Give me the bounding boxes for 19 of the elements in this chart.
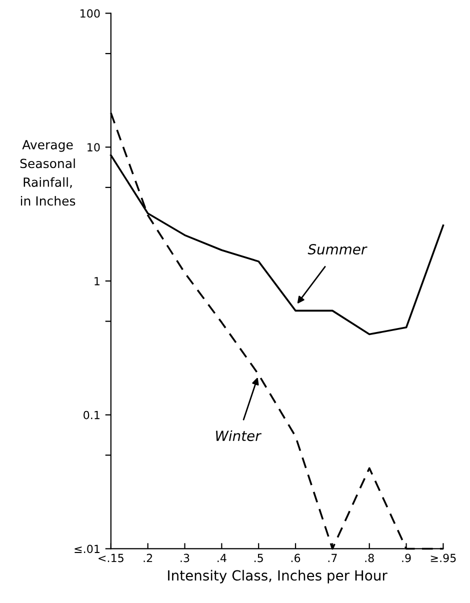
x-tick-label: .2 xyxy=(144,554,152,562)
x-tick-label: .9 xyxy=(402,554,411,562)
x-tick-label: .6 xyxy=(291,554,300,562)
x-tick-label: ≥.95 xyxy=(430,554,456,562)
y-tick-label: ≤.01 xyxy=(74,544,100,554)
x-tick-label: <.15 xyxy=(98,554,124,562)
x-tick-label: .7 xyxy=(328,554,337,562)
y-tick-label: 100 xyxy=(80,9,100,18)
y-tick-label: 10 xyxy=(88,143,100,152)
y-tick-label: 0.1 xyxy=(84,410,100,420)
x-tick-label: .8 xyxy=(365,554,374,562)
y-axis-title: Average Seasonal Rainfall, in Inches xyxy=(20,140,76,206)
y-tick-label: 1 xyxy=(94,277,100,286)
annotation: Summer xyxy=(308,244,368,255)
annotation: Winter xyxy=(216,430,262,442)
x-tick-label: .3 xyxy=(180,554,190,562)
x-tick-label: .5 xyxy=(254,554,263,562)
x-tick-label: .4 xyxy=(218,554,226,562)
x-axis-title: Intensity Class, Inches per Hour xyxy=(168,570,388,584)
